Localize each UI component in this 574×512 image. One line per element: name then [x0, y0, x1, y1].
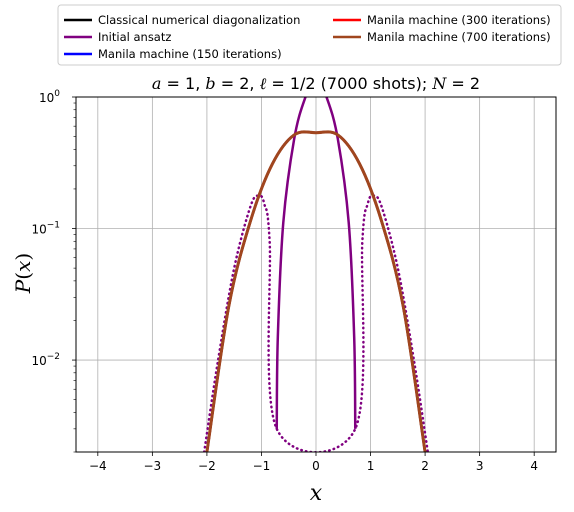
y-tick-label: 10−1 [31, 221, 60, 237]
x-tick-label: −4 [89, 459, 107, 473]
x-tick-label: −1 [253, 459, 271, 473]
series-line-manila-machine-700-iterations [205, 130, 427, 452]
plot-frame [75, 96, 557, 453]
axes [72, 96, 557, 456]
x-tick-label: 3 [476, 459, 484, 473]
x-tick-label: −2 [198, 459, 216, 473]
x-axis-label: x [310, 481, 323, 506]
tick-labels: −4 −3 −2 −1 0 1 2 3 4 100 10−1 10−2 [31, 89, 538, 473]
legend-label-initial-ansatz: Initial ansatz [98, 30, 171, 44]
chart-title: a = 1, b = 2, ℓ = 1/2 (7000 shots); N = … [152, 74, 480, 93]
legend-frame [57, 4, 562, 66]
legend-label-manila-300: Manila machine (300 iterations) [367, 13, 551, 27]
grid [76, 97, 556, 452]
x-tick-label: 0 [312, 459, 320, 473]
series-layer [202, 97, 430, 452]
y-tick-label: 100 [39, 89, 60, 105]
series-line-initial-ansatz-dotted-tails [202, 194, 430, 452]
legend-label-manila-150: Manila machine (150 iterations) [98, 47, 282, 61]
legend-label-manila-700: Manila machine (700 iterations) [367, 30, 551, 44]
x-tick-label: 2 [421, 459, 429, 473]
y-tick-label: 10−2 [31, 352, 60, 368]
legend-label-classical: Classical numerical diagonalization [98, 13, 300, 27]
x-tick-label: 4 [530, 459, 538, 473]
series-line-initial-ansatz [275, 97, 357, 429]
x-tick-label: 1 [367, 459, 375, 473]
x-tick-label: −3 [144, 459, 162, 473]
legend: Classical numerical diagonalization Init… [57, 4, 562, 66]
y-axis-label: P(x) [11, 253, 35, 294]
